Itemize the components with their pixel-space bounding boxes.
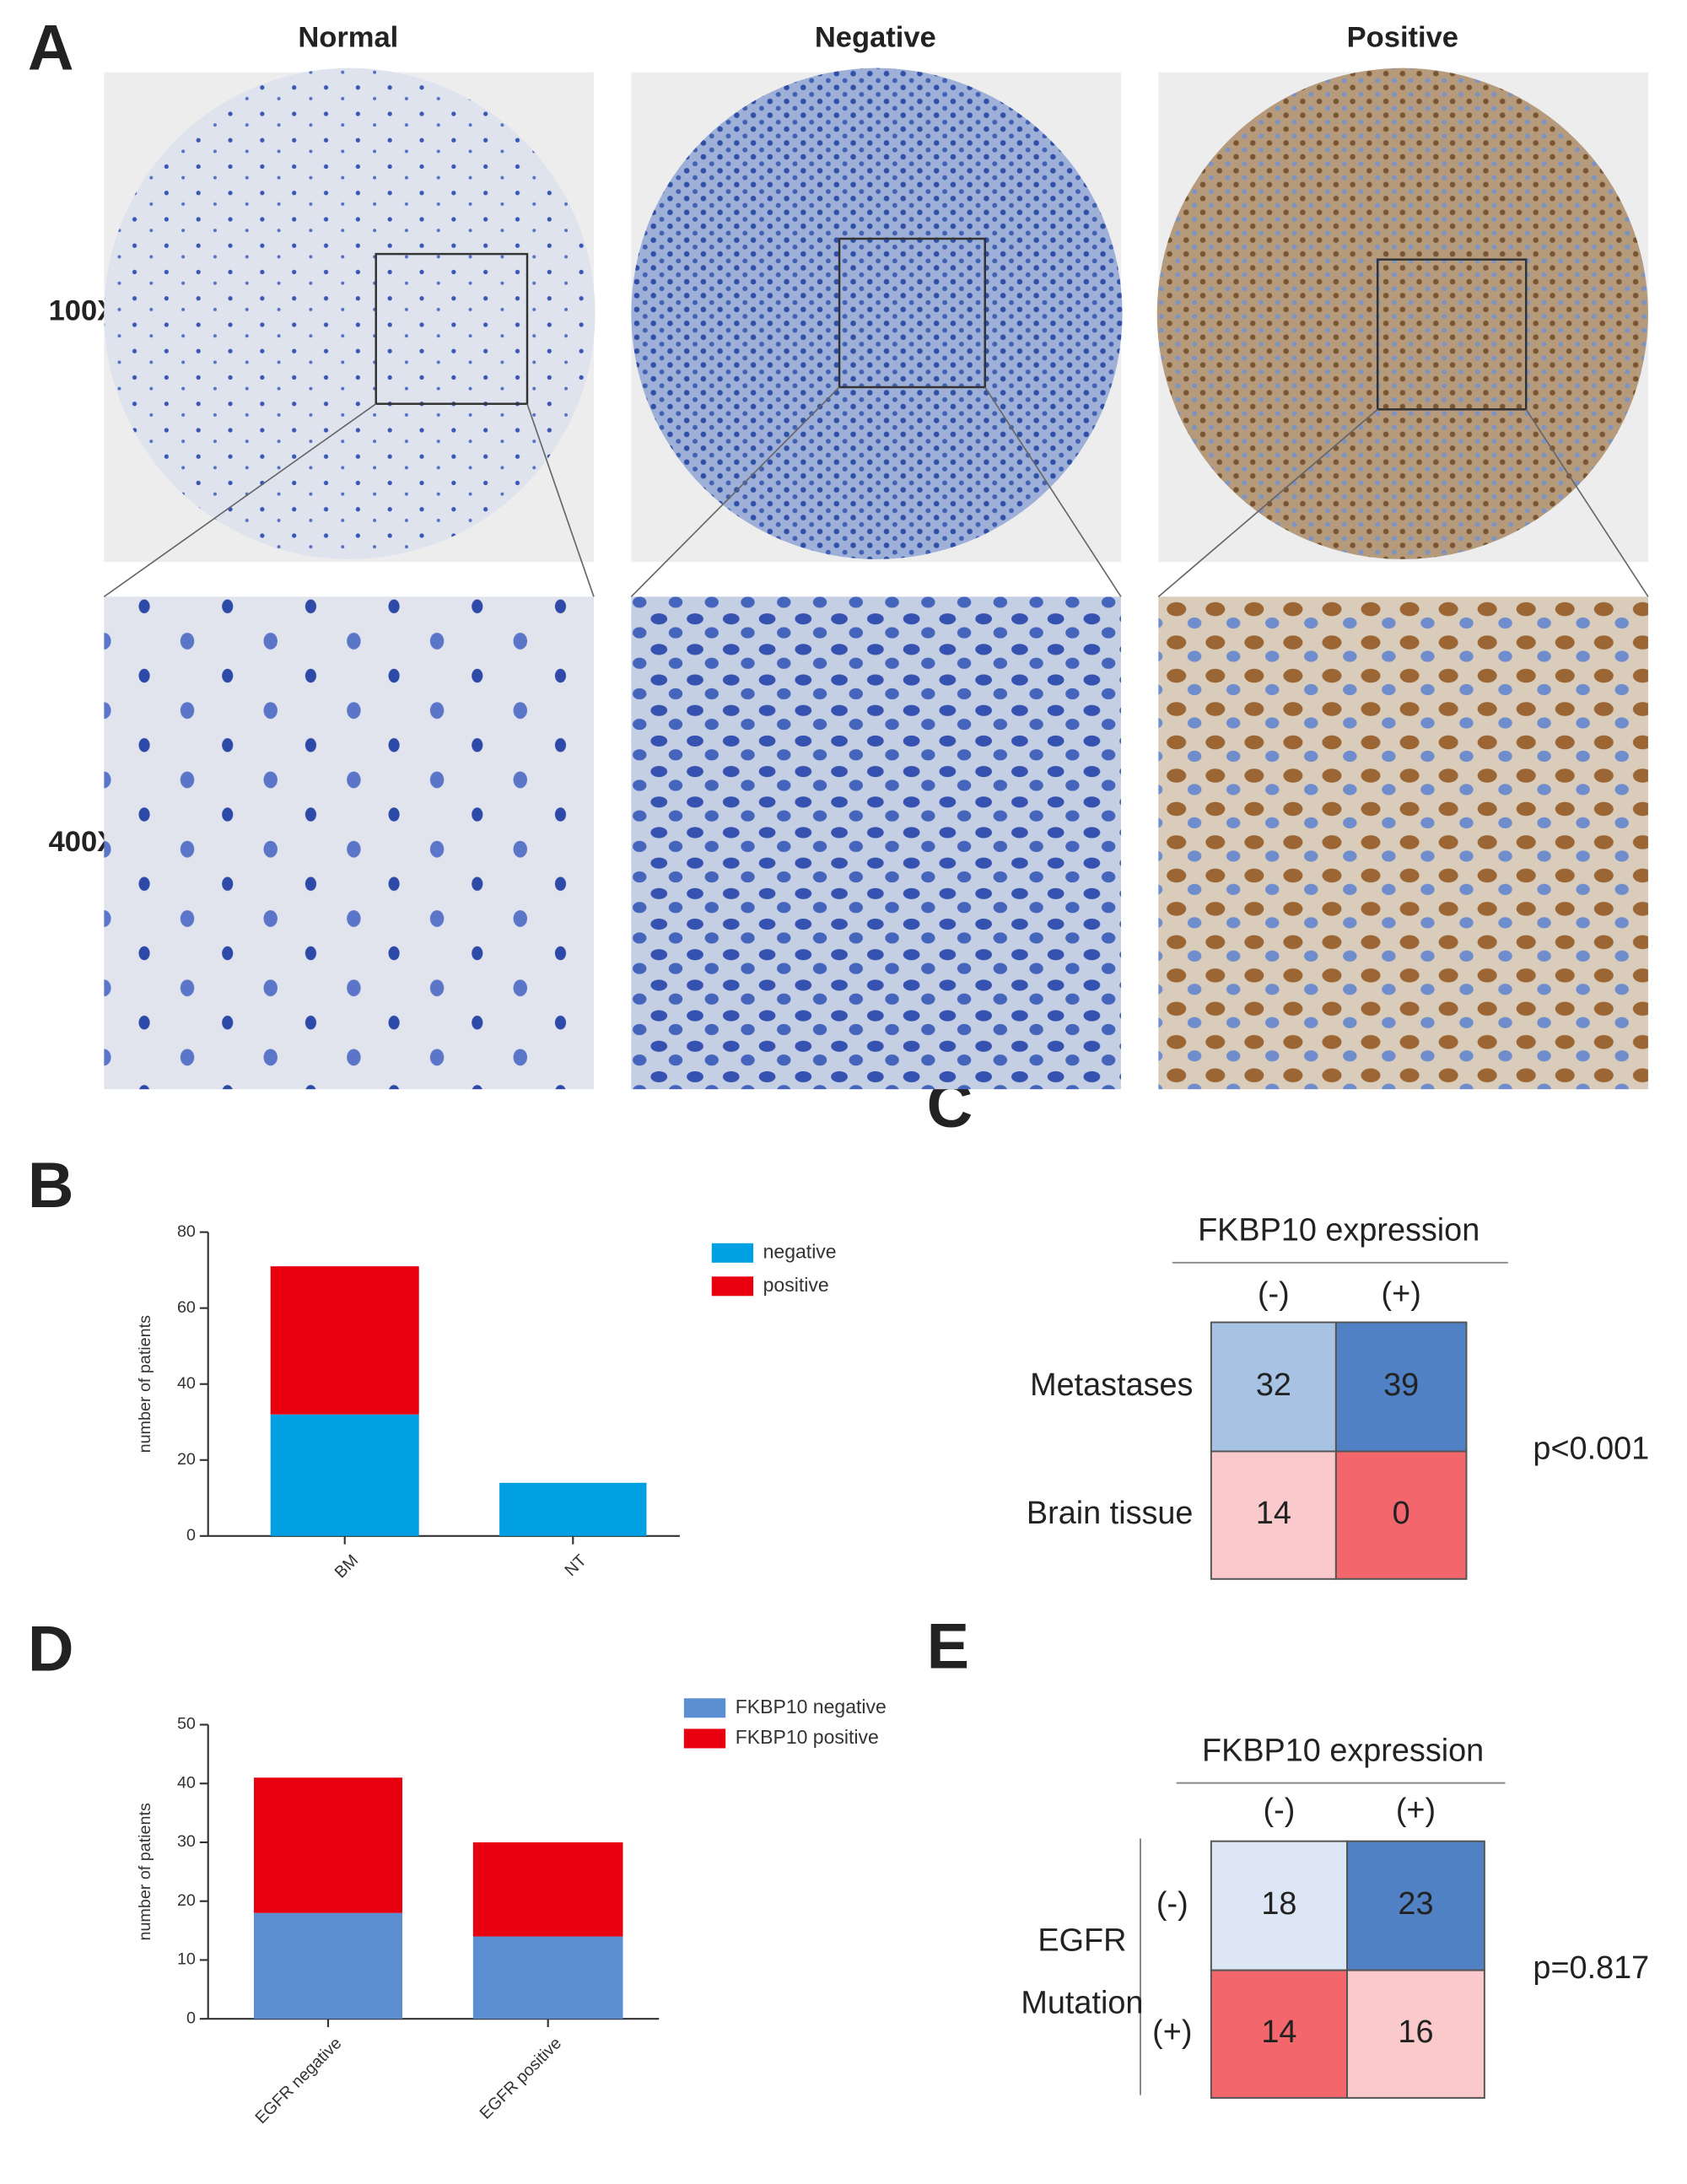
y-tick-label: 0 (186, 2009, 196, 2027)
legend-swatch (711, 1243, 754, 1263)
y-tick-label: 10 (177, 1950, 196, 1969)
cell-value: 14 (1261, 2014, 1296, 2050)
bar-segment (499, 1482, 647, 1536)
y-tick-label: 20 (177, 1891, 196, 1910)
micrographs (103, 67, 1649, 1090)
cell-value: 23 (1398, 1886, 1433, 1922)
panel-label: D (28, 1615, 74, 1685)
cell-value: 0 (1393, 1496, 1410, 1531)
column-head: (-) (1264, 1793, 1296, 1828)
column-title: Positive (1347, 21, 1458, 53)
bar-segment (270, 1414, 419, 1536)
legend-label: FKBP10 positive (736, 1726, 879, 1748)
x-tick-label: NT (562, 1551, 590, 1580)
row-group-label: Mutation (1021, 1986, 1143, 2021)
column-title: Normal (298, 21, 398, 53)
y-tick-label: 40 (177, 1374, 196, 1393)
bar-segment (472, 1842, 623, 1937)
y-axis-label: number of patients (136, 1315, 154, 1453)
cell-value: 18 (1261, 1886, 1296, 1922)
p-value: p<0.001 (1533, 1432, 1649, 1467)
legend-swatch (711, 1276, 754, 1297)
table-cell (1334, 1321, 1468, 1453)
p-value: p=0.817 (1533, 1950, 1649, 1986)
legend-swatch (683, 1698, 726, 1718)
y-axis-label: number of patients (136, 1803, 154, 1940)
row-label: Metastases (1030, 1367, 1193, 1403)
bar-segment (253, 1912, 402, 2020)
panel-label: E (927, 1611, 969, 1682)
y-tick-label: 50 (177, 1715, 196, 1734)
y-tick-label: 80 (177, 1222, 196, 1241)
column-head: (-) (1258, 1276, 1290, 1312)
row-group-label: EGFR (1038, 1923, 1126, 1959)
legend-label: negative (763, 1240, 837, 1262)
bar-segment (270, 1266, 419, 1415)
row-label: (-) (1156, 1886, 1188, 1922)
legend-label: positive (763, 1274, 829, 1296)
y-tick-label: 20 (177, 1450, 196, 1469)
bar-segment (472, 1936, 623, 2020)
x-tick-label: EGFR positive (477, 2034, 565, 2122)
y-tick-label: 60 (177, 1298, 196, 1317)
table-cell (1346, 1969, 1485, 2099)
y-tick-label: 40 (177, 1773, 196, 1792)
panel-label: B (28, 1151, 74, 1221)
table-cell (1334, 1450, 1468, 1580)
cell-value: 16 (1398, 2014, 1433, 2050)
panel-label: A (28, 13, 74, 84)
cell-value: 39 (1383, 1367, 1419, 1403)
table-cell (1210, 1321, 1337, 1453)
table-cell (1210, 1450, 1337, 1580)
column-title: Negative (815, 21, 936, 53)
table-title: FKBP10 expression (1202, 1733, 1484, 1768)
legend-swatch (683, 1728, 726, 1749)
table-cell (1210, 1840, 1349, 1971)
table-cell (1346, 1840, 1485, 1971)
row-label: Brain tissue (1027, 1496, 1194, 1531)
bar-segment (253, 1777, 402, 1913)
legend-label: FKBP10 negative (736, 1696, 887, 1718)
y-tick-label: 30 (177, 1832, 196, 1851)
table-cell (1210, 1969, 1349, 2099)
cell-value: 14 (1256, 1496, 1291, 1531)
x-tick-label: BM (331, 1551, 362, 1582)
y-tick-label: 0 (186, 1526, 196, 1545)
column-head: (+) (1382, 1276, 1421, 1312)
row-label: (+) (1152, 2014, 1192, 2050)
table-title: FKBP10 expression (1198, 1213, 1479, 1248)
column-head: (+) (1396, 1793, 1436, 1828)
cell-value: 32 (1256, 1367, 1291, 1403)
x-tick-label: EGFR negative (251, 2034, 345, 2127)
